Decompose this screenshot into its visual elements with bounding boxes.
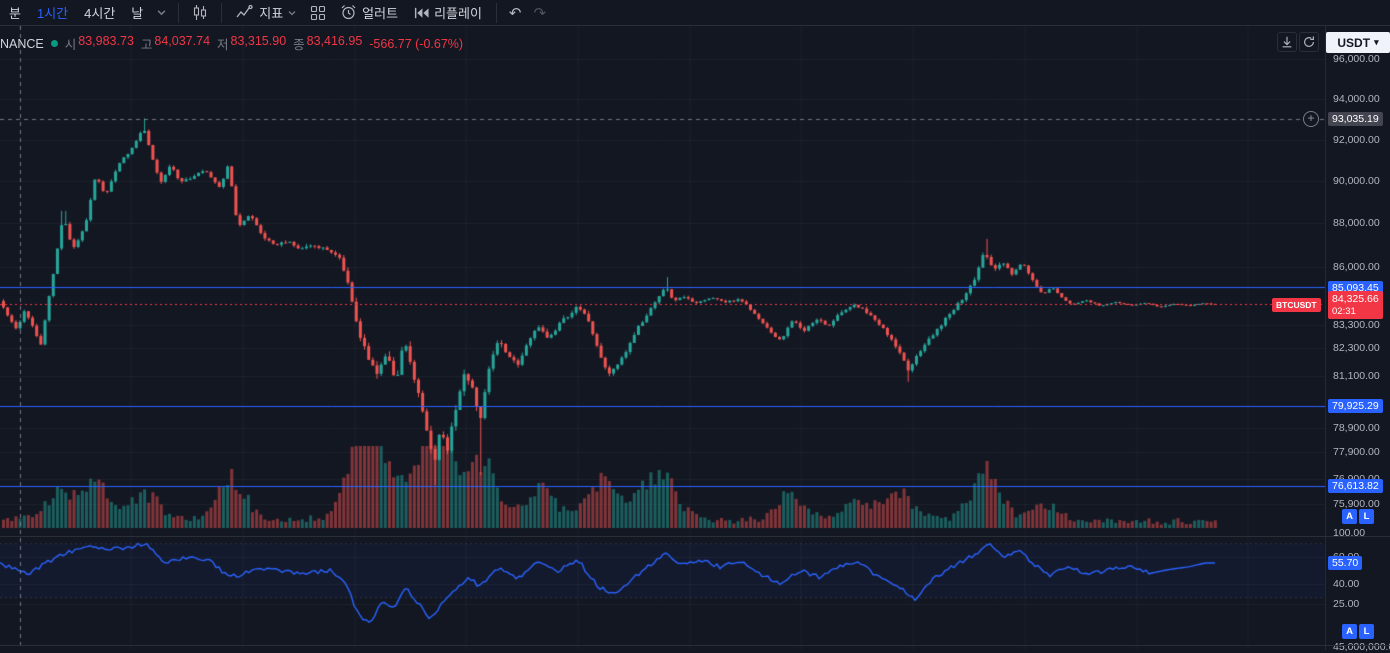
price-scale-tick: 81,100.00 (1333, 370, 1380, 382)
reset-zoom-icon[interactable] (1299, 32, 1319, 52)
price-scale-tick: 92,000.00 (1333, 134, 1380, 146)
interval-minutes[interactable]: 분 (9, 6, 21, 21)
symbol-legend: NANCE 시 83,983.73 고 84,037.74 저 83,315.90 종… (0, 34, 463, 53)
market-status-dot (50, 40, 58, 47)
add-alert-plus-icon[interactable]: + (1303, 111, 1319, 127)
price-badge: 93,035.19 (1328, 112, 1383, 126)
pane-separator[interactable] (0, 536, 1390, 537)
log-scale-button[interactable]: L (1359, 509, 1374, 524)
redo-icon[interactable]: ↷ (533, 4, 547, 22)
toolbar-separator (495, 2, 497, 23)
interval-4h[interactable]: 4시간 (84, 6, 116, 21)
price-badge: 55.70 (1328, 556, 1363, 570)
indicators-label: 지표 (259, 6, 284, 21)
auto-scale-button[interactable]: A (1342, 509, 1357, 524)
price-line-symbol-tag: BTCUSDT (1272, 298, 1321, 312)
currency-label: USDT (1337, 35, 1371, 50)
indicators-icon (236, 4, 253, 17)
chart-canvas[interactable] (0, 26, 1325, 650)
top-toolbar: 분 1시간 4시간 날 지표 얼러트 리플레이 ↶ (0, 0, 1390, 26)
chevron-down-icon[interactable] (152, 6, 171, 19)
price-scale-tick: 40.00 (1333, 578, 1360, 590)
price-scale-tick: 45,000,000.00 (1333, 641, 1390, 653)
interval-1h[interactable]: 1시간 (36, 6, 69, 21)
close-value: 종 83,416.95 (293, 34, 363, 52)
price-scale-tick: 86,000.00 (1333, 261, 1380, 273)
replay-label: 리플레이 (434, 6, 482, 21)
price-scale-tick: 100.00 (1333, 527, 1366, 539)
indicators-button[interactable]: 지표 (229, 1, 303, 24)
price-badge: 79,925.29 (1328, 399, 1383, 413)
high-value: 고 84,037.74 (140, 34, 211, 52)
price-scale-tick: 78,900.00 (1333, 422, 1380, 434)
caret-down-icon: ▾ (1374, 37, 1379, 47)
price-scale-tick: 94,000.00 (1333, 93, 1380, 105)
price-scale-tick: 75,900.00 (1333, 498, 1380, 510)
price-scale-tick: 25.00 (1333, 598, 1360, 610)
price-badge: 84,325.66 02:31 (1328, 291, 1383, 319)
alert-button[interactable]: 얼러트 (333, 1, 405, 24)
indicator-templates-grid-icon[interactable] (305, 3, 331, 23)
alarm-clock-icon (341, 5, 356, 20)
change-value: -566.77 (-0.67%) (369, 36, 464, 51)
price-scale-tick: 88,000.00 (1333, 217, 1380, 229)
countdown: 02:31 (1332, 305, 1356, 317)
toolbar-separator (221, 2, 223, 23)
price-scale-tick: 83,300.00 (1333, 319, 1380, 331)
chart-area: NANCE 시 83,983.73 고 84,037.74 저 83,315.90 종… (0, 26, 1390, 653)
pane-separator[interactable] (0, 645, 1390, 646)
alert-label: 얼러트 (362, 6, 399, 21)
interval-1d[interactable]: 날 (131, 6, 144, 21)
symbol-name-fragment[interactable]: NANCE (0, 36, 44, 51)
price-scale-tick: 77,900.00 (1333, 446, 1380, 458)
price-scale-tick: 82,300.00 (1333, 342, 1380, 354)
toolbar-separator (178, 2, 180, 23)
price-badge: 76,613.82 (1328, 479, 1383, 493)
replay-button[interactable]: 리플레이 (407, 1, 489, 24)
log-scale-button[interactable]: L (1359, 624, 1374, 639)
scroll-to-recent-icon[interactable] (1277, 32, 1297, 52)
undo-icon[interactable]: ↶ (508, 4, 522, 22)
price-scale-tick: 96,000.00 (1333, 53, 1380, 65)
price-scale-tick: 90,000.00 (1333, 175, 1380, 187)
price-scale[interactable]: 96,000.00 94,000.00 93,035.19 92,000.00 90,0… (1325, 26, 1390, 653)
chevron-down-icon (288, 10, 296, 15)
low-value: 저 83,315.90 (217, 34, 287, 52)
auto-scale-button[interactable]: A (1342, 624, 1357, 639)
replay-icon (415, 7, 429, 18)
currency-unit-dropdown[interactable]: USDT ▾ (1326, 32, 1390, 53)
open-value: 시 83,983.73 (64, 34, 134, 52)
chart-type-candles-icon[interactable] (186, 2, 214, 24)
